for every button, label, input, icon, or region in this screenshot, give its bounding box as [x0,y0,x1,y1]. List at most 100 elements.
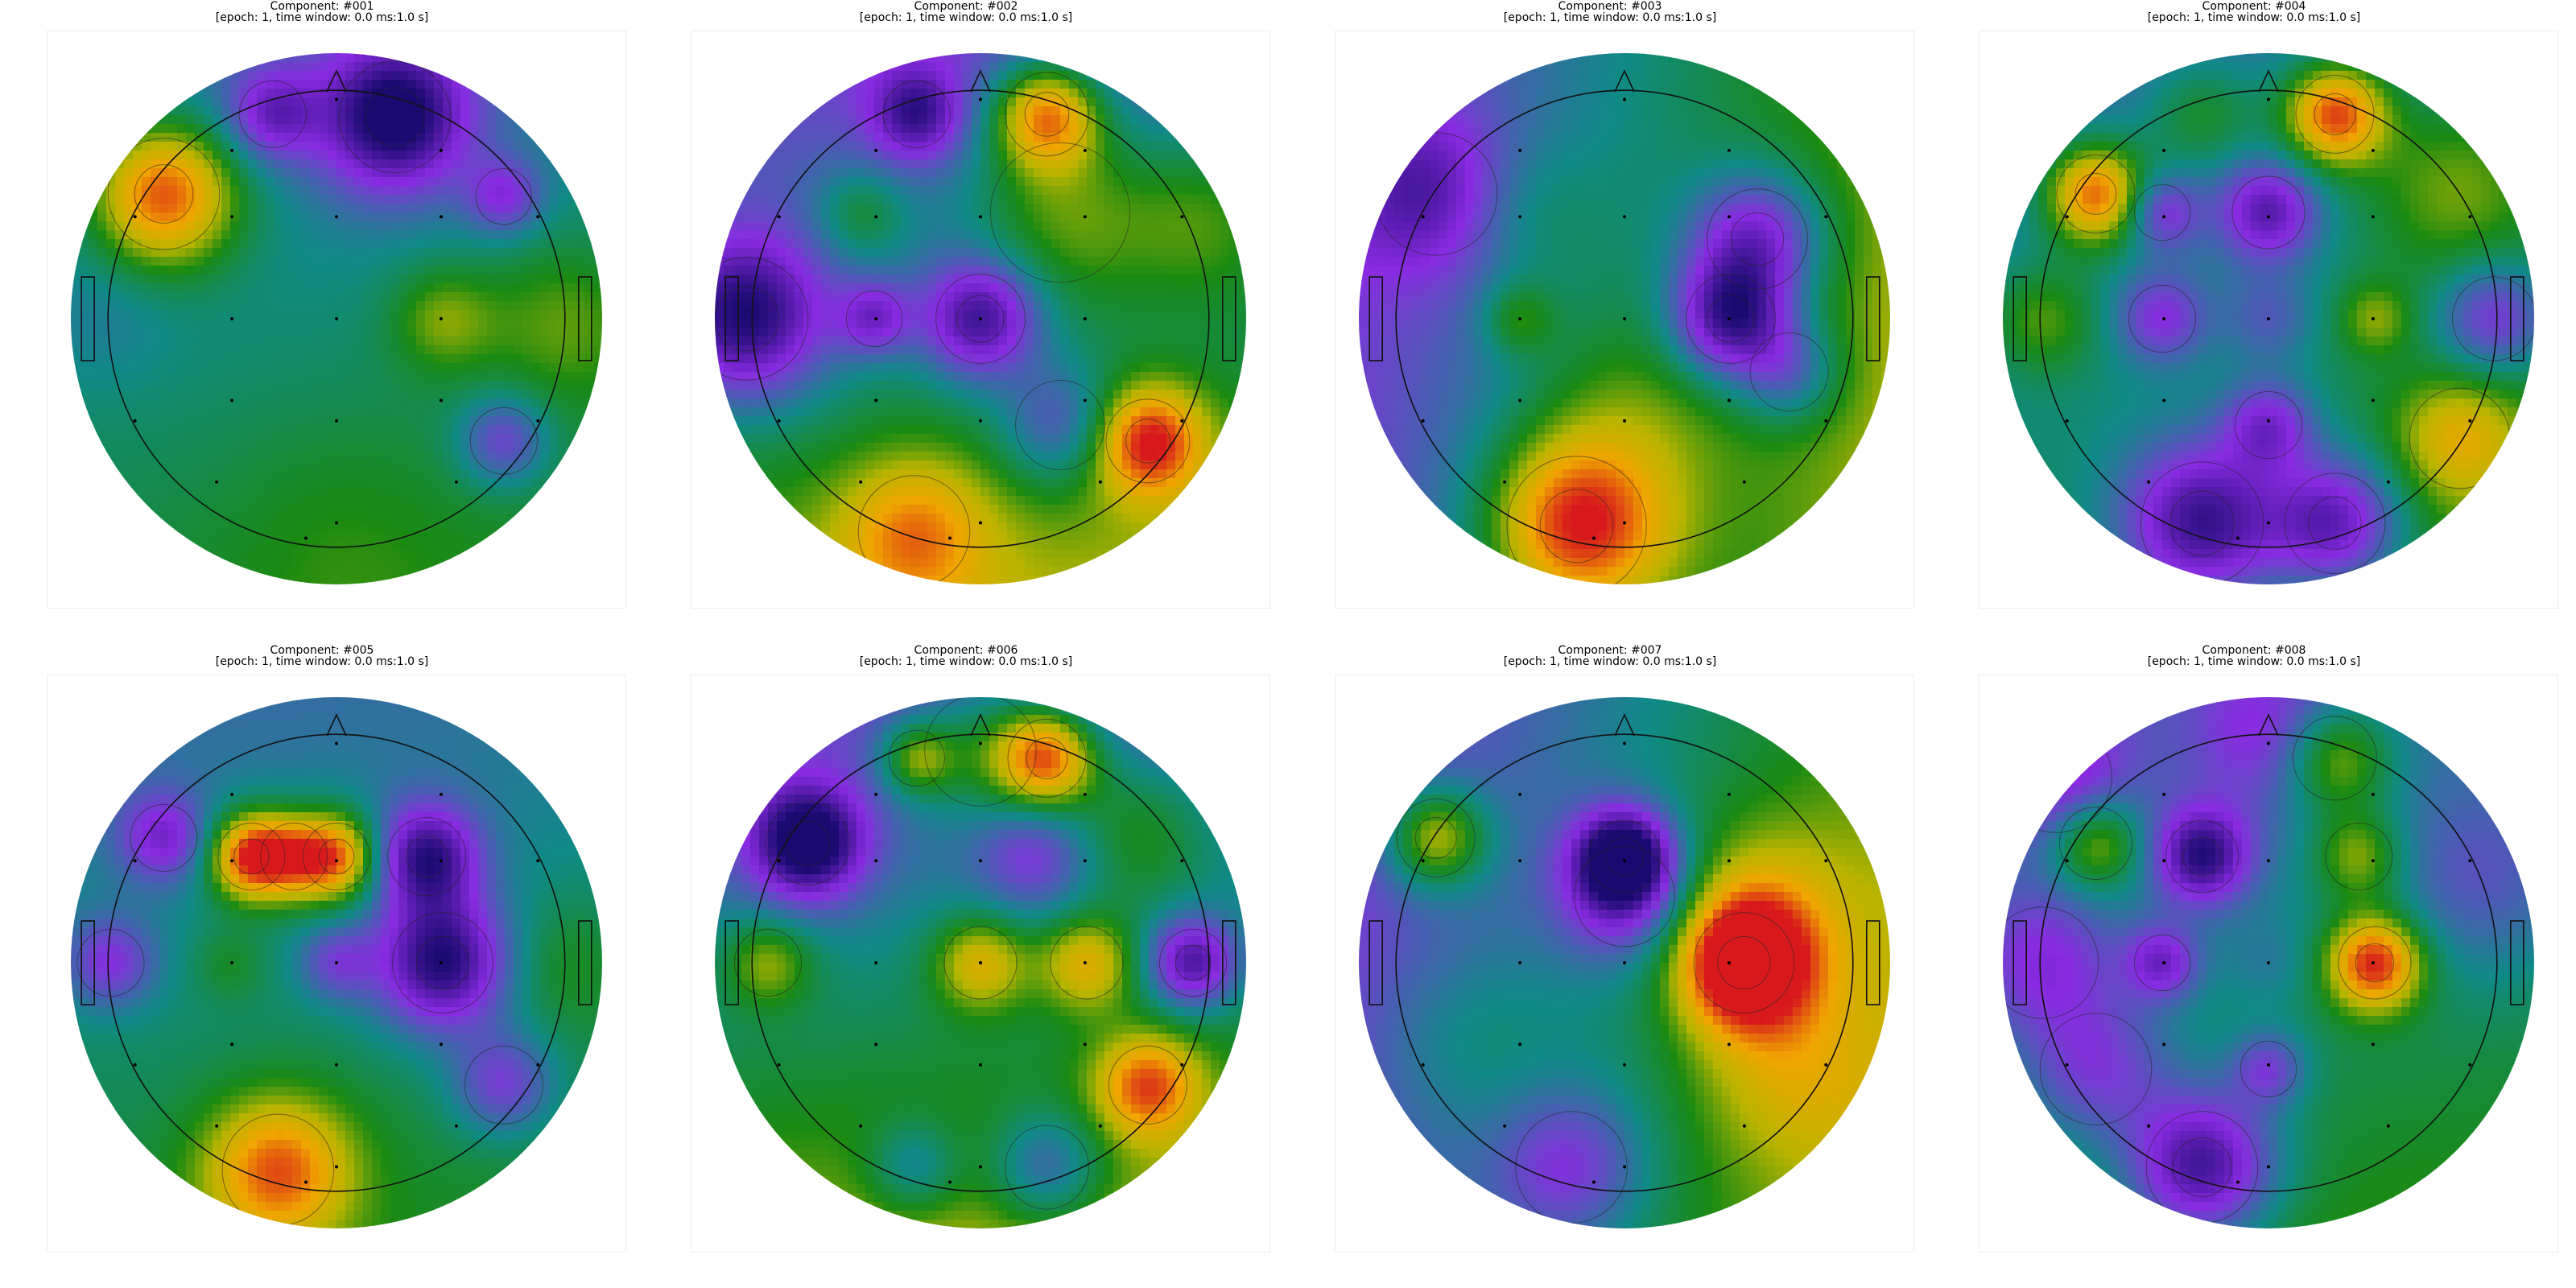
electrode-dot [1421,419,1425,423]
electrode-dot [215,1124,219,1128]
plot-frame [47,31,626,609]
plot-frame [1979,675,2558,1253]
electrode-dot [2267,859,2270,863]
electrode-dot [1518,317,1522,320]
electrode-dot [335,419,338,423]
activation-heatmap [715,697,1246,1228]
head-outline [724,69,1236,548]
electrode-dot [1518,792,1522,796]
epoch-subtitle: [epoch: 1, time window: 0.0 ms:1.0 s] [0,655,644,668]
left-ear [724,276,739,361]
right-ear [1221,920,1236,1005]
contour-lines [2003,716,2412,1224]
right-ear [2509,920,2524,1005]
electrode-dot [859,480,863,484]
epoch-subtitle: [epoch: 1, time window: 0.0 ms:1.0 s] [1932,655,2576,668]
component-title: Component: #006 [644,644,1288,657]
contour-lines [715,72,1191,584]
electrode-dot [2371,1042,2375,1046]
electrode-dot [1180,419,1184,423]
electrode-dot [1727,792,1731,796]
electrode-dot [1421,1063,1425,1067]
electrode-dot [1083,859,1087,863]
epoch-subtitle: [epoch: 1, time window: 0.0 ms:1.0 s] [1288,655,1932,668]
electrode-markers [133,97,540,540]
plot-frame [1335,675,1914,1253]
nose-marker [2258,69,2279,93]
epoch-subtitle: [epoch: 1, time window: 0.0 ms:1.0 s] [1932,11,2576,24]
electrode-dot [454,480,458,484]
electrode-dot [133,419,137,423]
activation-heatmap [2003,53,2534,584]
electrode-markers [2065,97,2472,540]
electrode-dot [1518,859,1522,863]
electrode-dot [2235,536,2240,540]
component-panel-2: Component: #002 [epoch: 1, time window: 0… [644,0,1288,644]
head-outline [2013,713,2524,1192]
electrode-dot [1742,1124,1746,1128]
scalp-topomap [71,53,602,584]
scalp-topomap [71,697,602,1228]
electrode-dot [859,1124,863,1128]
electrode-dot [2267,1063,2270,1067]
electrode-dot [2468,1063,2472,1067]
head-outline [1368,69,1880,548]
electrode-dot [303,1180,308,1184]
electrode-dot [230,398,234,402]
electrode-dot [230,1042,234,1046]
electrode-dot [1180,859,1184,863]
electrode-dot [2162,398,2166,402]
electrode-dot [2162,859,2166,863]
electrode-dot [1727,859,1731,863]
electrode-dot [2162,961,2166,964]
electrode-dot [1623,419,1626,423]
scalp-topomap [2003,697,2534,1228]
scalp-topomap [715,53,1246,584]
electrode-dot [230,215,234,219]
electrode-dot [2267,419,2270,423]
electrode-dot [777,859,781,863]
electrode-dot [2371,317,2375,320]
electrode-dot [874,961,878,964]
electrode-dot [1180,215,1184,219]
component-panel-7: Component: #007 [epoch: 1, time window: 0… [1288,644,1932,1288]
epoch-subtitle: [epoch: 1, time window: 0.0 ms:1.0 s] [1288,11,1932,24]
electrode-dot [439,1042,443,1046]
electrode-dot [439,792,443,796]
electrode-dot [1727,317,1731,320]
electrode-dot [979,419,982,423]
left-ear [2013,276,2027,361]
electrode-dot [2162,792,2166,796]
electrode-dot [536,1063,540,1067]
activation-heatmap [2003,697,2534,1228]
electrode-dot [2065,215,2069,219]
electrode-dot [2065,419,2069,423]
component-panel-1: Component: #001 [epoch: 1, time window: 0… [0,0,644,644]
electrode-dot [2162,1042,2166,1046]
electrode-dot [2147,1124,2151,1128]
head-outline [1368,713,1880,1192]
electrode-dot [1518,215,1522,219]
head-outline [724,713,1236,1192]
electrode-dot [874,792,878,796]
electrode-dot [1824,215,1828,219]
electrode-dot [1098,1124,1102,1128]
electrode-dot [947,536,952,540]
nose-marker [326,69,347,93]
left-ear [80,276,95,361]
electrode-dot [2468,215,2472,219]
electrode-dot [1421,859,1425,863]
electrode-dot [439,215,443,219]
electrode-dot [2371,792,2375,796]
component-title: Component: #004 [1932,0,2576,13]
electrode-dot [1180,1063,1184,1067]
electrode-dot [439,961,443,964]
electrode-dot [1623,1165,1626,1169]
electrode-dot [1727,961,1731,964]
electrode-dot [230,792,234,796]
electrode-dot [1727,215,1731,219]
electrode-dot [777,419,781,423]
electrode-dot [777,1063,781,1067]
electrode-markers [133,741,540,1184]
